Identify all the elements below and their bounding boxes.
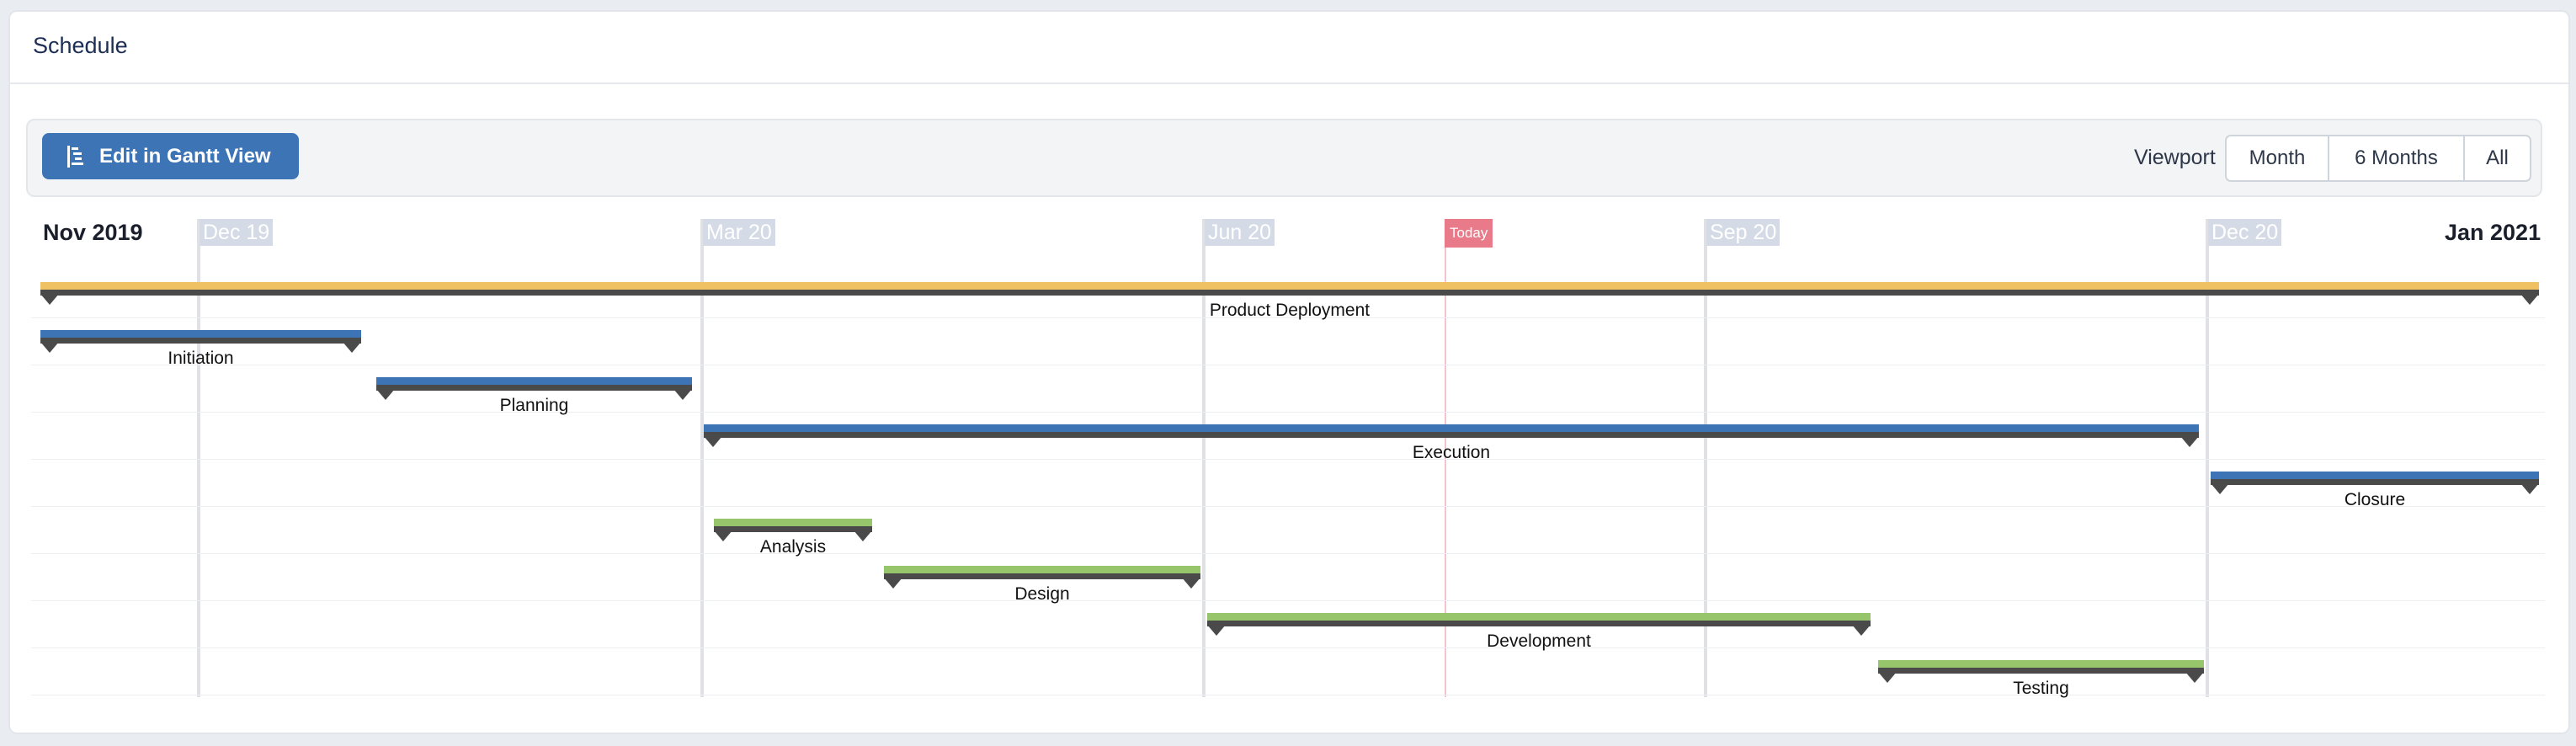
gantt-bar-product-deployment[interactable]: Product Deployment [40, 282, 2539, 324]
bar-start-marker [376, 389, 395, 400]
month-gridline [197, 219, 200, 697]
row-divider [31, 600, 2545, 601]
bar-end-marker [1852, 625, 1871, 636]
month-gridline [1704, 219, 1707, 697]
month-gridline [700, 219, 704, 697]
viewport-option-all[interactable]: All [2486, 147, 2509, 169]
bar-start-marker [40, 342, 59, 353]
bar-baseline [2211, 479, 2539, 485]
task-label: Product Deployment [1209, 301, 1370, 320]
month-gridline [1202, 219, 1206, 697]
task-label: Execution [1412, 443, 1491, 462]
bar-end-marker [2185, 672, 2204, 683]
bar-baseline [1878, 668, 2204, 674]
timeline-tick-label: Sep 20 [1706, 219, 1780, 246]
bar-end-marker [673, 389, 692, 400]
timeline-tick-label: Jun 20 [1205, 219, 1275, 246]
bar-fill [884, 566, 1200, 573]
timeline-tick-label: Mar 20 [703, 219, 775, 246]
month-gridline [2206, 219, 2209, 697]
row-divider [31, 317, 2545, 318]
bar-baseline [40, 338, 361, 344]
task-label: Closure [2344, 490, 2406, 509]
bar-fill [40, 282, 2539, 290]
bar-baseline [376, 385, 692, 391]
bar-start-marker [884, 578, 902, 589]
bar-start-marker [40, 294, 59, 305]
viewport-option-month[interactable]: Month [2227, 136, 2329, 180]
gantt-toolbar: Edit in Gantt View Viewport Month 6 Mont… [26, 119, 2542, 197]
gantt-bar-design[interactable]: Design [884, 566, 1200, 608]
bar-end-marker [2520, 294, 2539, 305]
row-divider [31, 412, 2545, 413]
bar-start-marker [704, 436, 722, 447]
timeline-end-label: Jan 2021 [2445, 220, 2541, 245]
gantt-bar-initiation[interactable]: Initiation [40, 330, 361, 372]
bar-baseline [704, 432, 2199, 438]
bar-end-marker [854, 530, 872, 541]
today-badge: Today [1445, 219, 1493, 248]
row-divider [31, 647, 2545, 648]
card-header: Schedule [10, 12, 2568, 84]
bar-baseline [40, 290, 2539, 296]
gantt-bar-testing[interactable]: Testing [1878, 660, 2204, 702]
gantt-timeline: Nov 2019 Jan 2021 Dec 19 Mar 20 Jun 20 S… [0, 210, 2576, 699]
edit-in-gantt-view-button[interactable]: Edit in Gantt View [42, 133, 299, 179]
bar-fill [376, 377, 692, 385]
gantt-bar-development[interactable]: Development [1207, 613, 1871, 655]
bar-fill [1207, 613, 1871, 621]
viewport-option-6-months[interactable]: 6 Months [2329, 136, 2465, 180]
task-label: Testing [2013, 679, 2069, 698]
row-divider [31, 553, 2545, 554]
task-label: Analysis [759, 537, 827, 557]
bar-baseline [714, 526, 872, 532]
viewport-label: Viewport [2134, 146, 2216, 169]
bar-fill [1878, 660, 2204, 668]
bar-end-marker [2520, 483, 2539, 494]
gantt-bar-analysis[interactable]: Analysis [714, 519, 872, 561]
bar-fill [2211, 472, 2539, 479]
gantt-chart-icon [67, 145, 86, 168]
gantt-bar-closure[interactable]: Closure [2211, 472, 2539, 514]
viewport-selector: Month 6 Months All [2225, 135, 2531, 182]
task-label: Planning [499, 396, 569, 415]
page-title: Schedule [33, 33, 128, 58]
bar-end-marker [2180, 436, 2199, 447]
timeline-tick-label: Dec 19 [200, 219, 274, 246]
task-label: Design [1014, 584, 1070, 604]
gantt-bar-planning[interactable]: Planning [376, 377, 692, 419]
bar-baseline [1207, 621, 1871, 626]
bar-end-marker [1182, 578, 1200, 589]
task-label: Development [1487, 631, 1591, 651]
bar-start-marker [1207, 625, 1226, 636]
gantt-bar-execution[interactable]: Execution [704, 424, 2199, 466]
row-divider [31, 506, 2545, 507]
bar-fill [714, 519, 872, 526]
timeline-start-label: Nov 2019 [43, 220, 143, 245]
bar-fill [40, 330, 361, 338]
bar-start-marker [1878, 672, 1897, 683]
bar-start-marker [2211, 483, 2229, 494]
bar-end-marker [343, 342, 361, 353]
today-line [1445, 219, 1446, 697]
row-divider [31, 459, 2545, 460]
timeline-tick-label: Dec 20 [2208, 219, 2282, 246]
task-label: Initiation [168, 349, 234, 368]
bar-fill [704, 424, 2199, 432]
bar-baseline [884, 573, 1200, 579]
bar-start-marker [714, 530, 732, 541]
edit-in-gantt-view-label: Edit in Gantt View [99, 144, 271, 168]
